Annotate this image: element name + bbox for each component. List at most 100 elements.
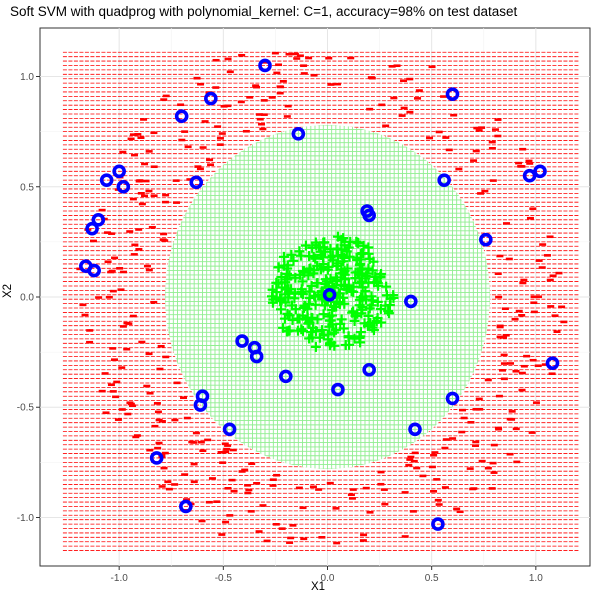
support-vector (85, 221, 99, 236)
inner-point (338, 256, 349, 267)
inner-point (276, 272, 287, 283)
inner-point (267, 297, 278, 308)
inner-point (311, 278, 322, 289)
inner-point (289, 293, 300, 304)
inner-point (292, 313, 303, 324)
support-vector (445, 87, 460, 101)
inner-point (375, 303, 386, 314)
inner-point (336, 234, 347, 245)
x-tick-label: 0.5 (425, 573, 439, 584)
support-vector (322, 287, 337, 302)
inner-point (364, 303, 375, 314)
inner-point (339, 240, 350, 251)
inner-point (331, 276, 342, 287)
inner-point (296, 288, 307, 299)
inner-point (376, 317, 387, 328)
inner-point (357, 292, 368, 303)
inner-point (340, 340, 351, 351)
inner-point (287, 314, 298, 325)
inner-point (281, 284, 292, 295)
support-vector (362, 362, 376, 377)
y-tick-label: -0.5 (17, 403, 35, 414)
inner-point (304, 263, 315, 274)
inner-point (325, 252, 336, 263)
inner-point (358, 248, 369, 259)
y-tick-label: 1.0 (20, 72, 34, 83)
inner-point (297, 276, 308, 287)
inner-point (363, 242, 374, 253)
inner-point (363, 310, 374, 321)
inner-class-points (267, 231, 399, 352)
x-tick-label: -1.0 (111, 573, 129, 584)
support-vector (533, 164, 547, 179)
support-vector (445, 391, 460, 406)
support-vector (431, 517, 445, 531)
inner-point (318, 309, 329, 320)
inner-point (381, 290, 392, 301)
inner-point (309, 265, 320, 276)
inner-point (308, 322, 319, 333)
inner-point (304, 333, 315, 344)
inner-point (316, 250, 327, 261)
x-tick-label: 0.0 (321, 573, 335, 584)
support-vector (222, 422, 237, 437)
inner-point (372, 296, 383, 307)
support-vector (116, 179, 131, 194)
inner-point (353, 238, 364, 249)
support-vector (112, 164, 126, 179)
inner-point (322, 264, 333, 275)
x-axis-label: X1 (310, 581, 326, 593)
inner-point (321, 276, 332, 287)
inner-point (348, 306, 359, 317)
inner-point (282, 274, 293, 285)
support-vector (279, 369, 293, 384)
inner-point (349, 316, 360, 327)
support-vector (331, 382, 345, 397)
support-vector (204, 91, 218, 106)
inner-point (308, 251, 319, 262)
inner-point (325, 243, 336, 254)
inner-point (319, 237, 330, 248)
support-vector (545, 356, 560, 370)
inner-point (310, 237, 321, 248)
y-tick-label: -1.0 (17, 513, 35, 524)
support-vector (362, 208, 376, 223)
support-vector (522, 168, 537, 183)
inner-point (271, 277, 282, 288)
inner-point (276, 282, 287, 293)
inner-point (339, 273, 350, 284)
support-vector (149, 451, 164, 465)
inner-point (383, 306, 394, 317)
inner-point (273, 262, 284, 273)
inner-point (286, 300, 297, 311)
inner-point (329, 340, 340, 351)
inner-point (324, 315, 335, 326)
inner-point (334, 299, 345, 310)
x-tick-label: 1.0 (529, 573, 543, 584)
inner-point (297, 310, 308, 321)
inner-point (295, 269, 306, 280)
support-vector (404, 294, 418, 309)
inner-point (357, 304, 368, 315)
inner-point (286, 249, 297, 260)
support-vector (193, 398, 208, 412)
support-vector (235, 334, 249, 348)
inner-point (294, 246, 305, 257)
inner-point (360, 273, 371, 284)
inner-point (330, 324, 341, 335)
inner-point (306, 312, 317, 323)
inner-point (338, 292, 349, 303)
inner-point (312, 314, 323, 325)
inner-point (335, 318, 346, 329)
inner-point (338, 233, 349, 244)
inner-point (338, 267, 349, 278)
chart-title: Soft SVM with quadprog with polynomial_k… (10, 4, 518, 19)
inner-point (296, 324, 307, 335)
inner-point (267, 284, 278, 295)
inner-point (304, 286, 315, 297)
support-vector (179, 499, 193, 514)
y-tick-label: 0.0 (20, 293, 34, 304)
inner-point (336, 314, 347, 325)
inner-point (365, 317, 376, 328)
inner-point (343, 280, 354, 291)
